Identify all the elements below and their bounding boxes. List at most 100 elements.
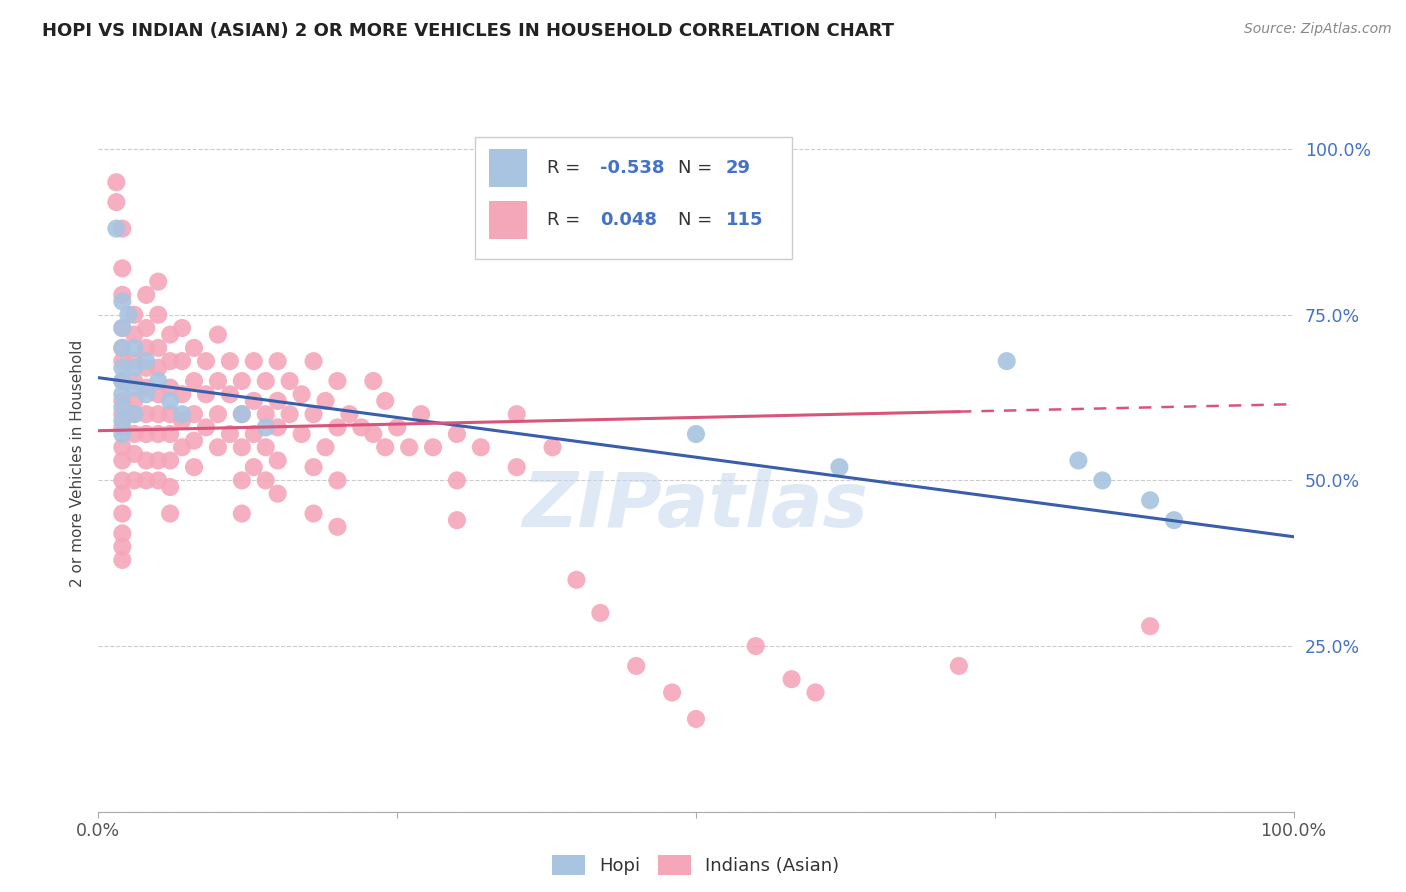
- Point: [411, 407, 433, 421]
- Point: [231, 474, 253, 488]
- Point: [1139, 619, 1161, 633]
- Point: [148, 308, 170, 322]
- Text: HOPI VS INDIAN (ASIAN) 2 OR MORE VEHICLES IN HOUSEHOLD CORRELATION CHART: HOPI VS INDIAN (ASIAN) 2 OR MORE VEHICLE…: [42, 22, 894, 40]
- Point: [148, 374, 170, 388]
- Point: [111, 261, 134, 276]
- Text: 0.048: 0.048: [600, 211, 658, 229]
- Point: [135, 341, 157, 355]
- Point: [231, 440, 253, 454]
- Point: [565, 573, 588, 587]
- Point: [363, 427, 385, 442]
- Point: [124, 308, 146, 322]
- Point: [385, 420, 409, 434]
- Point: [111, 374, 134, 388]
- Point: [804, 685, 827, 699]
- Point: [159, 407, 181, 421]
- Point: [254, 374, 277, 388]
- Point: [780, 672, 803, 686]
- Text: R =: R =: [547, 211, 585, 229]
- Point: [111, 507, 134, 521]
- Point: [267, 453, 290, 467]
- Point: [374, 440, 396, 454]
- Point: [183, 374, 205, 388]
- Point: [1139, 493, 1161, 508]
- Point: [111, 440, 134, 454]
- Point: [231, 407, 253, 421]
- Point: [231, 407, 253, 421]
- Text: N =: N =: [678, 211, 718, 229]
- Point: [159, 507, 181, 521]
- Point: [326, 474, 349, 488]
- Text: ZIPatlas: ZIPatlas: [523, 468, 869, 542]
- Point: [105, 195, 128, 210]
- Point: [111, 360, 134, 375]
- Point: [172, 414, 194, 428]
- Point: [350, 420, 373, 434]
- Point: [506, 407, 529, 421]
- Point: [111, 553, 134, 567]
- Point: [948, 659, 970, 673]
- Point: [111, 288, 134, 302]
- Point: [172, 407, 194, 421]
- Point: [207, 374, 229, 388]
- Point: [111, 387, 134, 401]
- Point: [135, 360, 157, 375]
- Point: [111, 401, 134, 415]
- Point: [685, 427, 707, 442]
- Point: [315, 393, 337, 408]
- Text: R =: R =: [547, 159, 585, 178]
- Point: [159, 393, 181, 408]
- Point: [172, 440, 194, 454]
- Point: [446, 513, 468, 527]
- Point: [135, 453, 157, 467]
- Y-axis label: 2 or more Vehicles in Household: 2 or more Vehicles in Household: [69, 340, 84, 588]
- Point: [111, 341, 134, 355]
- Point: [111, 486, 134, 500]
- Point: [148, 427, 170, 442]
- Point: [1091, 474, 1114, 488]
- Point: [207, 327, 229, 342]
- Point: [124, 327, 146, 342]
- Point: [243, 427, 266, 442]
- Point: [183, 434, 205, 448]
- Point: [159, 427, 181, 442]
- Point: [685, 712, 707, 726]
- Text: N =: N =: [678, 159, 718, 178]
- Point: [1067, 453, 1090, 467]
- Point: [159, 354, 181, 368]
- Point: [135, 474, 157, 488]
- Point: [148, 407, 170, 421]
- Point: [159, 453, 181, 467]
- Point: [135, 321, 157, 335]
- Point: [159, 480, 181, 494]
- Point: [374, 393, 396, 408]
- Point: [398, 440, 420, 454]
- Point: [111, 453, 134, 467]
- Point: [135, 387, 157, 401]
- Point: [661, 685, 683, 699]
- Point: [589, 606, 612, 620]
- Point: [124, 341, 146, 355]
- Point: [278, 374, 301, 388]
- Point: [124, 381, 146, 395]
- Point: [148, 360, 170, 375]
- Point: [231, 507, 253, 521]
- Point: [111, 354, 134, 368]
- Point: [124, 354, 146, 368]
- Point: [172, 387, 194, 401]
- Point: [148, 341, 170, 355]
- Point: [111, 294, 134, 309]
- Point: [422, 440, 444, 454]
- Point: [290, 427, 312, 442]
- Point: [326, 520, 349, 534]
- Point: [111, 374, 134, 388]
- Point: [243, 393, 266, 408]
- Point: [243, 460, 266, 475]
- Point: [148, 387, 170, 401]
- Point: [159, 381, 181, 395]
- Text: -0.538: -0.538: [600, 159, 665, 178]
- Point: [194, 354, 217, 368]
- Point: [541, 440, 564, 454]
- Point: [337, 407, 360, 421]
- Point: [446, 474, 468, 488]
